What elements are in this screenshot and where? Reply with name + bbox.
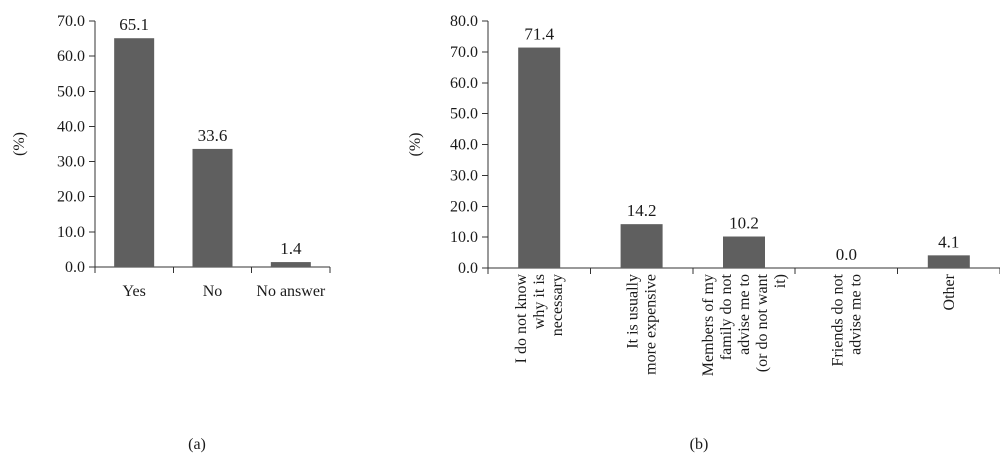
x-category-label: Yes [123,283,146,300]
y-tick-label: 60.0 [57,48,85,65]
bar [723,236,765,268]
y-tick-label: 30.0 [450,167,478,184]
bar [270,262,311,267]
panel-label: (b) [690,436,709,453]
y-tick-label: 20.0 [450,198,478,215]
chart-a: 0.0 10.0 20.0 30.0 40.0 50.0 60.0 70.0 65.1 Yes 33… [11,13,331,453]
y-tick-label: 70.0 [57,13,85,30]
y-tick-label: 30.0 [57,154,85,171]
y-axis-title: (%) [407,133,424,157]
bar [927,255,970,268]
x-category-label: It is usuallymore expensive [625,274,660,375]
y-tick-label: 40.0 [450,137,478,154]
y-tick-label: 50.0 [57,83,85,100]
bar [114,38,155,267]
x-category-label: No answer [256,283,326,300]
y-tick-label: 10.0 [450,229,478,246]
data-label: 10.2 [729,214,759,233]
x-category-label: Other [941,273,958,310]
bar [518,47,561,268]
y-tick-label: 80.0 [450,13,478,30]
y-tick-label: 10.0 [57,224,85,241]
data-label: 33.6 [198,126,228,145]
panel-label: (a) [188,436,206,453]
data-label: 0.0 [836,245,857,264]
data-label: 65.1 [119,15,149,34]
bar [192,148,233,267]
y-tick-label: 50.0 [450,106,478,123]
y-tick-label: 0.0 [65,259,85,276]
y-tick-label: 70.0 [450,44,478,61]
y-tick-label: 60.0 [450,75,478,92]
y-tick-label: 40.0 [57,118,85,135]
x-category-label: No [203,283,223,300]
chart-b: 0.0 10.0 20.0 30.0 40.0 50.0 60.0 70.0 80.0 71.4 I… [407,13,1000,453]
x-category-label: I do not knowwhy it isnecessary [513,274,566,364]
data-label: 14.2 [627,201,657,220]
data-label: 4.1 [938,232,959,251]
data-label: 71.4 [524,25,554,44]
y-tick-label: 20.0 [57,189,85,206]
y-axis-title: (%) [11,132,28,156]
x-category-label: Friends do notadvise me to [829,273,864,366]
bar [620,224,663,268]
y-tick-label: 0.0 [458,260,478,277]
data-label: 1.4 [280,239,302,258]
x-category-label: Members of myfamily do notadvise me to(o… [700,273,789,376]
